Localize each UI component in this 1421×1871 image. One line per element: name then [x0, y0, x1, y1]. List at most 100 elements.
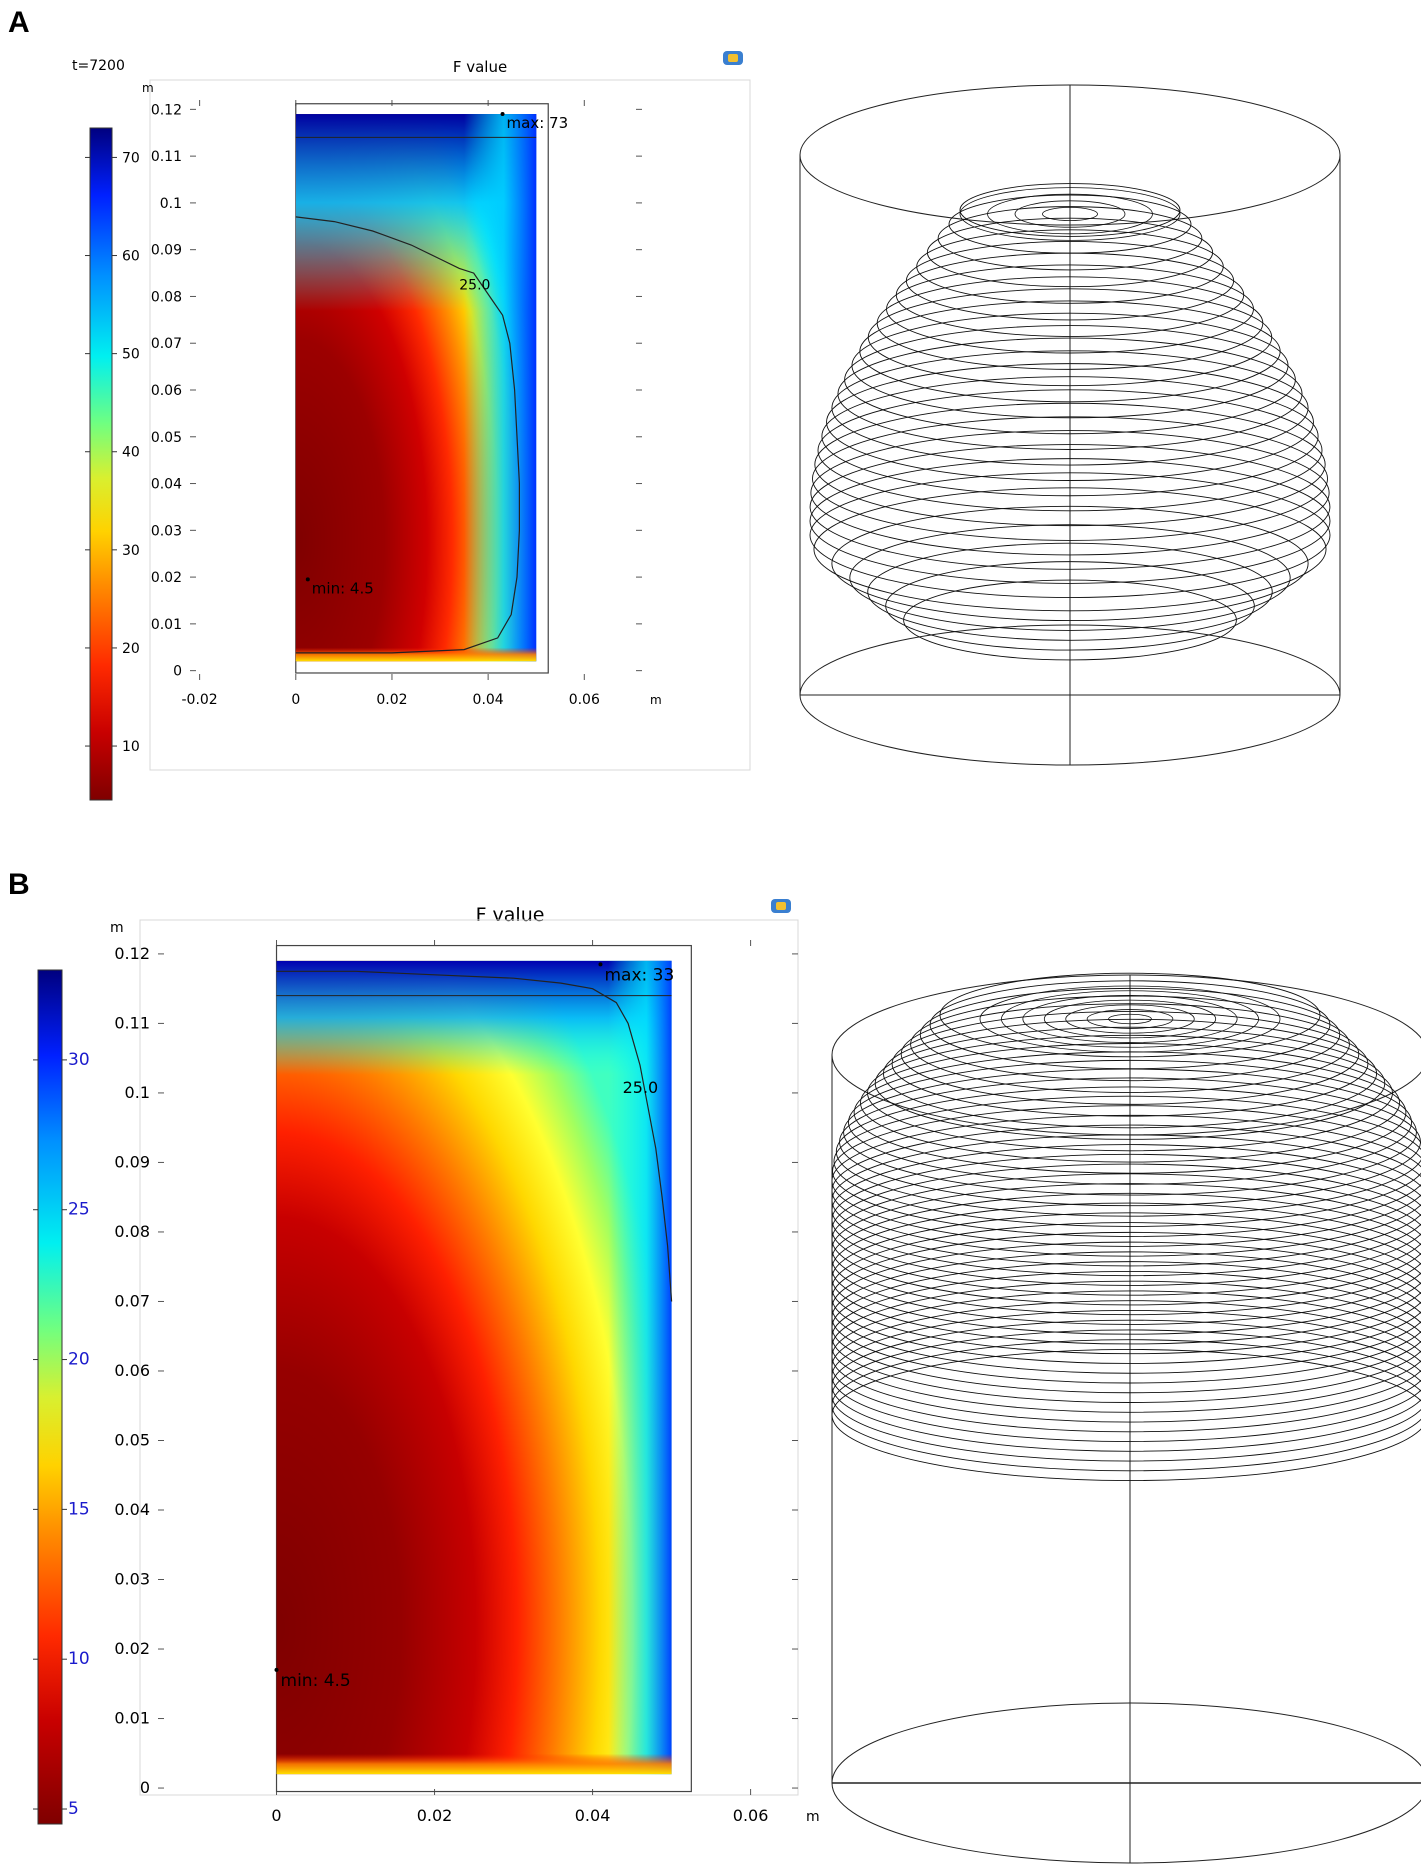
isosurface-ring: [831, 1114, 1421, 1247]
y-tick-label: 0.03: [114, 1570, 150, 1589]
panel-b: B F value 5 10 15 20 25 30: [0, 860, 1421, 1871]
x-unit-label: m: [806, 1809, 820, 1825]
min-marker: [274, 1667, 279, 1672]
contour-label: 25.0: [459, 277, 490, 293]
contour-25: [276, 970, 673, 1302]
isosurface-ring: [810, 430, 1330, 556]
isosurface-ring: [926, 217, 1214, 288]
isosurface-ring: [959, 183, 1181, 237]
colorbar-a: 10 20 30 40 50 60 70: [85, 127, 140, 801]
y-tick-label: 0.02: [114, 1639, 150, 1658]
field-heatmap-right: [464, 114, 537, 662]
isosurface-ring: [867, 542, 1273, 641]
isosurface-ring: [831, 1144, 1421, 1277]
isosurface-ring: [831, 1134, 1421, 1267]
min-label: min: 4.5: [312, 579, 374, 597]
colorbar-tick-label: 70: [122, 150, 140, 166]
isosurface-cap-ring: [1014, 200, 1126, 228]
field-heatmap-right: [608, 960, 672, 1775]
colorbar-tick-label: 5: [68, 1799, 79, 1819]
isosurface-cap-ring: [979, 985, 1281, 1053]
x-tick-label: 0: [291, 692, 300, 708]
colorbar-tick-label: 60: [122, 249, 140, 265]
x-tick-label: 0.02: [417, 1806, 453, 1825]
isosurface-ring: [831, 1349, 1421, 1481]
colorbar-tick-label: 10: [68, 1649, 90, 1669]
wireframe-b: [831, 972, 1421, 1864]
colorbar-tick-label: 20: [68, 1350, 90, 1370]
colorbar-tick-label: 10: [122, 739, 140, 755]
isosurface-ring: [831, 1153, 1421, 1286]
isosurface-ring: [831, 1192, 1421, 1325]
colorbar-b: 5 10 15 20 25 30: [33, 969, 90, 1825]
y-tick-label: 0.09: [151, 243, 182, 259]
wireframe-a: [799, 84, 1341, 766]
colorbar-tick-label: 25: [68, 1200, 90, 1220]
isosurface-ring: [812, 416, 1328, 541]
comsol-logo-icon: [722, 50, 744, 66]
isosurface-ring: [831, 1202, 1421, 1335]
isosurface-ring: [809, 458, 1331, 584]
max-marker: [500, 112, 505, 117]
isosurface-ring: [826, 363, 1314, 481]
plot-a-frame: [149, 79, 751, 771]
min-label: min: 4.5: [281, 1671, 351, 1691]
isosurface-cap-ring: [1001, 990, 1259, 1048]
isosurface-ring: [809, 444, 1331, 570]
y-tick-label: 0: [173, 664, 182, 680]
isosurface-cap-ring: [1022, 995, 1238, 1043]
x-tick-label: 0.06: [569, 692, 600, 708]
field-heatmap: [276, 960, 672, 1775]
field-heatmap-bottom: [276, 1753, 672, 1775]
colorbar-tick-label: 30: [68, 1050, 90, 1070]
isosurface-ring: [849, 524, 1291, 631]
isosurface-ring: [831, 1231, 1421, 1364]
isosurface-ring: [900, 1003, 1360, 1105]
isosurface-cap-ring: [1042, 207, 1098, 222]
isosurface-ring: [831, 1251, 1421, 1384]
isosurface-ring: [835, 1086, 1421, 1217]
y-tick-label: 0.09: [114, 1152, 150, 1171]
isosurface-ring: [867, 1034, 1393, 1152]
isosurface-cap-ring: [1065, 1004, 1195, 1034]
contour-label: 25.0: [623, 1078, 659, 1097]
isosurface-ring: [831, 1319, 1421, 1452]
isosurface-cap-ring: [987, 193, 1153, 235]
y-tick-label: 0.01: [114, 1709, 150, 1728]
plot-b: 0 0.01 0.02 0.03 0.04 0.05 0.06 0.07 0.08 0.09 0.1…: [110, 919, 820, 1825]
x-tick-label: 0.04: [575, 1806, 611, 1825]
y-tick-label: 0.12: [151, 102, 182, 118]
isosurface-ring: [833, 1095, 1421, 1227]
y-tick-label: 0: [140, 1778, 150, 1797]
isosurface-ring: [814, 402, 1326, 527]
panel-a: A t=7200 F value 10 20 30 40 50 60 70: [0, 0, 1421, 860]
plot-title-a: F value: [452, 58, 508, 76]
x-unit-label: m: [650, 693, 662, 707]
y-tick-label: 0.08: [114, 1222, 150, 1241]
colorbar-tick-label: 30: [122, 543, 140, 559]
isosurface-ring: [821, 376, 1319, 497]
x-tick-label: 0.06: [733, 1806, 769, 1825]
isosurface-ring: [831, 1300, 1421, 1433]
isosurface-ring: [831, 1309, 1421, 1442]
time-label: t=7200: [72, 58, 125, 74]
y-tick-label: 0.07: [114, 1291, 150, 1310]
colorbar-tick-label: 15: [68, 1499, 90, 1519]
colorbar-tick-label: 40: [122, 445, 140, 461]
x-tick-label: 0.02: [376, 692, 407, 708]
isosurface-ring: [831, 1329, 1421, 1462]
y-tick-label: 0.06: [114, 1361, 150, 1380]
isosurface-ring: [848, 1059, 1412, 1185]
y-tick-label: 0.06: [151, 383, 182, 399]
x-tick-label: -0.02: [181, 692, 217, 708]
max-label: max: 73: [507, 114, 569, 132]
contour-25: [295, 216, 520, 654]
isosurface-ring: [831, 350, 1309, 466]
isosurface-ring: [891, 1010, 1369, 1117]
isosurface-ring: [831, 1270, 1421, 1403]
max-marker: [598, 962, 603, 967]
isosurface-ring: [817, 389, 1323, 512]
isosurface-ring: [832, 1105, 1421, 1237]
y-tick-label: 0.05: [114, 1430, 150, 1449]
colorbar-tick-label: 50: [122, 347, 140, 363]
